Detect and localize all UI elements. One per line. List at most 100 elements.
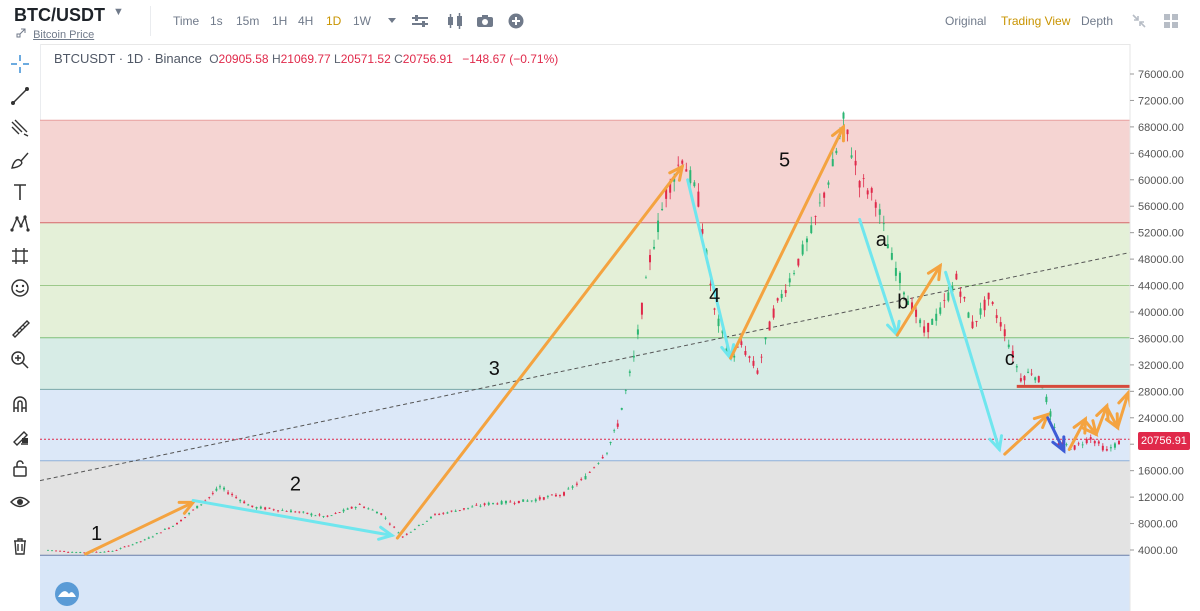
lock-icon[interactable] <box>8 456 32 480</box>
candle-body <box>119 548 122 549</box>
tab-1d[interactable]: 1D <box>326 14 342 28</box>
pitchfork-icon[interactable] <box>8 116 32 140</box>
tab-time[interactable]: Time <box>173 14 200 28</box>
candle-body <box>322 516 325 517</box>
close-value: 20756.91 <box>402 52 453 66</box>
eye-icon[interactable] <box>8 490 32 514</box>
candle-body <box>302 511 305 513</box>
wave-arrow <box>1046 416 1066 453</box>
candle-body <box>677 164 680 166</box>
trend-line <box>40 252 1131 482</box>
settings-sliders-icon[interactable] <box>411 12 429 30</box>
tab-1h[interactable]: 1H <box>272 14 288 28</box>
view-depth[interactable]: Depth <box>1081 14 1114 28</box>
trendline-icon[interactable] <box>8 84 32 108</box>
more-timeframes-chevron-icon[interactable] <box>383 12 401 30</box>
chevron-down-icon[interactable]: ▼ <box>113 6 124 18</box>
wave-arrow-head <box>177 500 197 515</box>
axis-tick-label: 64000.00 <box>1138 148 1184 160</box>
candle-body <box>188 512 191 514</box>
price-chart[interactable]: 1 2 3 4 5 a b c 76000.00 72000.00 68000.00 64000.00… <box>40 44 1200 611</box>
subtitle[interactable]: Bitcoin Price <box>16 28 94 41</box>
candle-body <box>846 129 849 135</box>
view-original[interactable]: Original <box>945 14 987 28</box>
candle-body <box>725 348 728 352</box>
candle-body <box>492 502 495 504</box>
magnet-icon[interactable] <box>8 392 32 416</box>
candle-body <box>632 355 635 358</box>
candle-body <box>268 507 271 509</box>
fullscreen-icon[interactable] <box>1130 12 1148 30</box>
candle-body <box>272 509 275 511</box>
candle-body <box>151 536 154 538</box>
fib-zone <box>40 222 1130 338</box>
lock-drawings-icon[interactable] <box>8 424 32 448</box>
candle-body <box>111 550 114 552</box>
candlestick-icon[interactable] <box>446 12 464 30</box>
candle-body <box>200 504 203 506</box>
ruler-icon[interactable] <box>8 316 32 340</box>
emoji-icon[interactable] <box>8 276 32 300</box>
wave-arrow <box>191 498 394 537</box>
candle-body <box>575 483 578 485</box>
crosshair-icon[interactable] <box>8 52 32 76</box>
add-indicator-icon[interactable] <box>507 12 525 30</box>
candle-body <box>776 298 779 301</box>
candle-body <box>983 299 986 311</box>
candle-body <box>975 320 978 323</box>
candle-body <box>613 430 616 432</box>
candle-body <box>947 292 950 301</box>
candle-body <box>401 536 404 538</box>
candle-body <box>147 537 150 539</box>
wave-arrow <box>1003 412 1050 456</box>
candle-body <box>350 506 353 509</box>
pair-title[interactable]: BTC/USDT <box>14 5 105 25</box>
candle-body <box>1015 366 1018 368</box>
wave-arrow <box>395 165 684 540</box>
candle-body <box>736 346 739 348</box>
candle-body <box>500 501 503 505</box>
candle-body <box>446 512 449 514</box>
camera-icon[interactable] <box>476 12 494 30</box>
candle-body <box>338 512 341 513</box>
candle-body <box>367 508 370 510</box>
candle-body <box>251 505 254 507</box>
tab-1w[interactable]: 1W <box>353 14 371 28</box>
trash-icon[interactable] <box>8 534 32 558</box>
candle-body <box>384 517 387 519</box>
open-label: O <box>209 52 219 66</box>
candle-body <box>235 497 238 498</box>
candle-body <box>1077 443 1080 445</box>
text-icon[interactable] <box>8 180 32 204</box>
drawing-toolbar <box>0 44 41 611</box>
candle-body <box>196 505 199 509</box>
fib-zone <box>40 555 1130 611</box>
grid-layout-icon[interactable] <box>1162 12 1180 30</box>
candle-body <box>538 497 541 500</box>
candle-body <box>1117 440 1120 445</box>
candle-body <box>509 501 512 503</box>
candle-body <box>239 500 242 502</box>
subtitle-link[interactable]: Bitcoin Price <box>33 29 95 41</box>
candle-body <box>542 497 545 500</box>
candle-body <box>281 510 284 511</box>
view-trading-view[interactable]: Trading View <box>1001 14 1071 28</box>
candle-body <box>967 312 970 318</box>
candle-body <box>606 452 608 454</box>
measure-icon[interactable] <box>8 244 32 268</box>
candle-body <box>1034 377 1037 381</box>
tab-15m[interactable]: 15m <box>236 14 260 28</box>
zoom-in-icon[interactable] <box>8 348 32 372</box>
brush-icon[interactable] <box>8 148 32 172</box>
candle-body <box>805 238 808 243</box>
candle-body <box>167 527 170 529</box>
pattern-icon[interactable] <box>8 212 32 236</box>
wave-label: 2 <box>290 474 301 496</box>
candle-body <box>526 500 529 502</box>
candle-body <box>733 355 736 358</box>
tab-1s[interactable]: 1s <box>210 14 223 28</box>
candle-body <box>827 182 830 185</box>
candle-body <box>47 549 49 551</box>
tab-4h[interactable]: 4H <box>298 14 314 28</box>
candle-body <box>180 519 183 522</box>
